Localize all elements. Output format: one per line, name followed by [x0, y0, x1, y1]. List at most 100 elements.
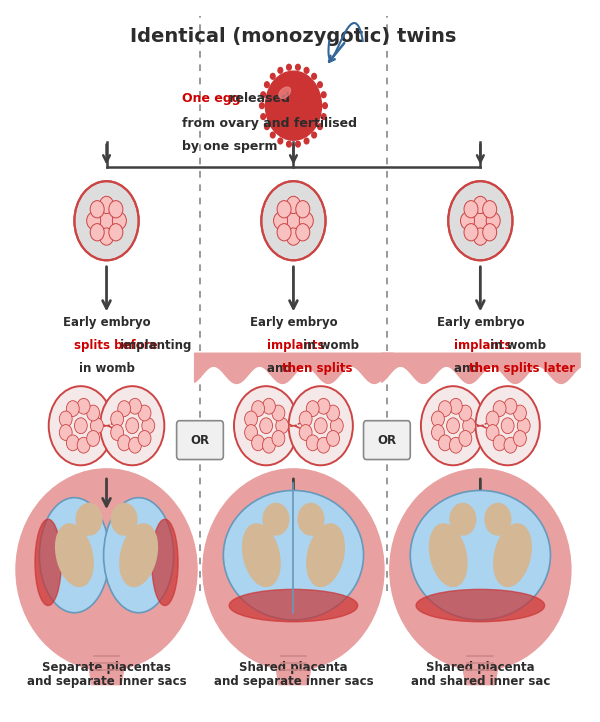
Circle shape	[322, 92, 326, 97]
Circle shape	[278, 138, 283, 144]
Circle shape	[322, 114, 326, 120]
Ellipse shape	[430, 524, 467, 586]
Ellipse shape	[279, 87, 290, 98]
Circle shape	[286, 196, 301, 214]
Ellipse shape	[494, 524, 531, 586]
Circle shape	[296, 224, 310, 241]
Circle shape	[67, 401, 79, 417]
Ellipse shape	[229, 589, 358, 622]
Circle shape	[306, 435, 319, 451]
Circle shape	[49, 386, 113, 465]
Polygon shape	[273, 648, 314, 684]
Circle shape	[298, 503, 324, 535]
Circle shape	[486, 411, 499, 427]
Circle shape	[486, 212, 500, 230]
Text: Separate placentas: Separate placentas	[42, 661, 171, 674]
Circle shape	[100, 228, 113, 245]
Circle shape	[450, 503, 476, 535]
Text: Shared placenta: Shared placenta	[426, 661, 535, 674]
Circle shape	[100, 212, 113, 230]
Circle shape	[59, 411, 72, 427]
Text: Early embryo: Early embryo	[63, 316, 151, 329]
Circle shape	[109, 224, 123, 241]
Ellipse shape	[40, 497, 109, 613]
Text: OR: OR	[377, 434, 397, 447]
Circle shape	[276, 418, 289, 434]
Ellipse shape	[35, 519, 61, 606]
Text: One egg: One egg	[182, 92, 241, 105]
Circle shape	[234, 386, 298, 465]
Text: by one sperm: by one sperm	[182, 140, 278, 153]
Circle shape	[126, 418, 139, 434]
Circle shape	[251, 435, 265, 451]
Circle shape	[100, 386, 164, 465]
Circle shape	[448, 181, 512, 261]
Circle shape	[299, 212, 313, 230]
Circle shape	[278, 67, 283, 73]
Text: Shared placenta: Shared placenta	[239, 661, 348, 674]
Circle shape	[501, 418, 514, 434]
Circle shape	[326, 430, 340, 446]
Circle shape	[111, 411, 124, 427]
Circle shape	[326, 405, 340, 421]
Circle shape	[504, 438, 517, 453]
Circle shape	[262, 399, 275, 414]
Ellipse shape	[390, 469, 571, 670]
Circle shape	[77, 399, 90, 414]
Circle shape	[109, 201, 123, 218]
Circle shape	[76, 503, 102, 535]
Circle shape	[299, 425, 312, 440]
Circle shape	[128, 399, 142, 414]
Ellipse shape	[104, 497, 173, 613]
Circle shape	[482, 224, 497, 241]
Circle shape	[262, 438, 275, 453]
Circle shape	[464, 224, 478, 241]
Circle shape	[245, 425, 257, 440]
Circle shape	[87, 405, 100, 421]
Circle shape	[296, 201, 310, 218]
Circle shape	[59, 425, 72, 440]
Text: and separate inner sacs: and separate inner sacs	[214, 675, 373, 688]
Circle shape	[77, 438, 90, 453]
Circle shape	[138, 430, 151, 446]
Circle shape	[277, 224, 291, 241]
Circle shape	[459, 405, 472, 421]
Circle shape	[86, 212, 101, 230]
Circle shape	[100, 196, 113, 214]
Circle shape	[128, 438, 142, 453]
Circle shape	[317, 438, 330, 453]
Text: Identical (monozygotic) twins: Identical (monozygotic) twins	[130, 27, 457, 45]
Circle shape	[260, 418, 272, 434]
Ellipse shape	[416, 589, 545, 622]
Circle shape	[431, 425, 445, 440]
Circle shape	[304, 67, 309, 73]
Circle shape	[272, 430, 285, 446]
Circle shape	[74, 418, 87, 434]
Text: and: and	[454, 362, 483, 375]
Circle shape	[261, 92, 266, 97]
FancyBboxPatch shape	[364, 421, 410, 459]
Circle shape	[317, 123, 322, 129]
Circle shape	[118, 435, 131, 451]
Circle shape	[265, 123, 269, 129]
Polygon shape	[460, 648, 501, 684]
Circle shape	[287, 64, 291, 70]
Circle shape	[331, 418, 343, 434]
Circle shape	[296, 142, 300, 147]
Circle shape	[286, 228, 301, 245]
Circle shape	[245, 411, 257, 427]
Text: then splits: then splits	[282, 362, 352, 375]
Circle shape	[463, 418, 476, 434]
Circle shape	[262, 181, 326, 261]
Circle shape	[263, 503, 289, 535]
Circle shape	[504, 399, 517, 414]
Circle shape	[91, 418, 103, 434]
Text: Early embryo: Early embryo	[437, 316, 524, 329]
Text: splits before: splits before	[74, 339, 158, 352]
Circle shape	[265, 71, 322, 140]
Circle shape	[486, 425, 499, 440]
Text: in womb: in womb	[486, 339, 546, 352]
Circle shape	[304, 138, 309, 144]
Circle shape	[67, 435, 79, 451]
Circle shape	[289, 386, 353, 465]
